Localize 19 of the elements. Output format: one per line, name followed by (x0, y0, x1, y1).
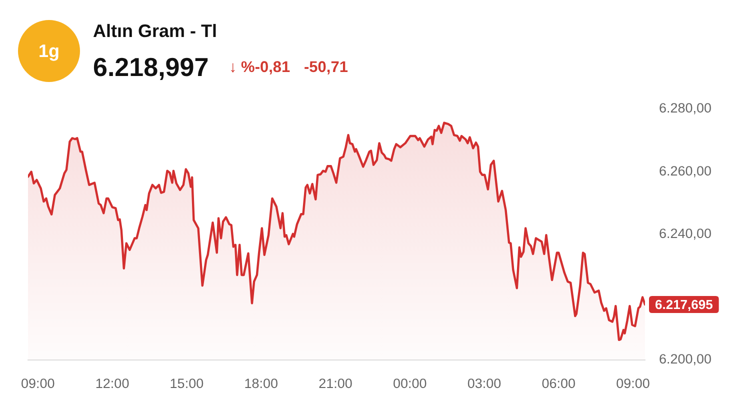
chart-subtitle: 6.218,997 (93, 52, 209, 82)
chart-title: Altın Gram - Tl (93, 21, 218, 41)
y-tick-label: 6.260,00 (659, 163, 712, 178)
x-tick-label: 03:00 (467, 376, 502, 391)
x-tick-label: 21:00 (318, 376, 352, 391)
x-tick-label: 12:00 (95, 376, 130, 391)
x-tick-label: 00:00 (392, 376, 427, 391)
y-tick-label: 6.240,00 (659, 226, 712, 242)
x-tick-label: 18:00 (244, 376, 278, 391)
text: 6.217,695 (654, 297, 713, 312)
text: ↓ %-0,81 (229, 59, 290, 76)
x-tick-label: 15:00 (170, 376, 204, 391)
x-tick-label: 09:00 (21, 376, 55, 391)
x-tick-label: 06:00 (542, 376, 576, 391)
text: -50,71 (304, 59, 348, 76)
y-tick-label: 6.280,00 (659, 100, 712, 116)
x-tick-label: 09:00 (616, 376, 650, 391)
text: 1g (37, 40, 60, 62)
y-tick-label: 6.200,00 (659, 352, 712, 367)
